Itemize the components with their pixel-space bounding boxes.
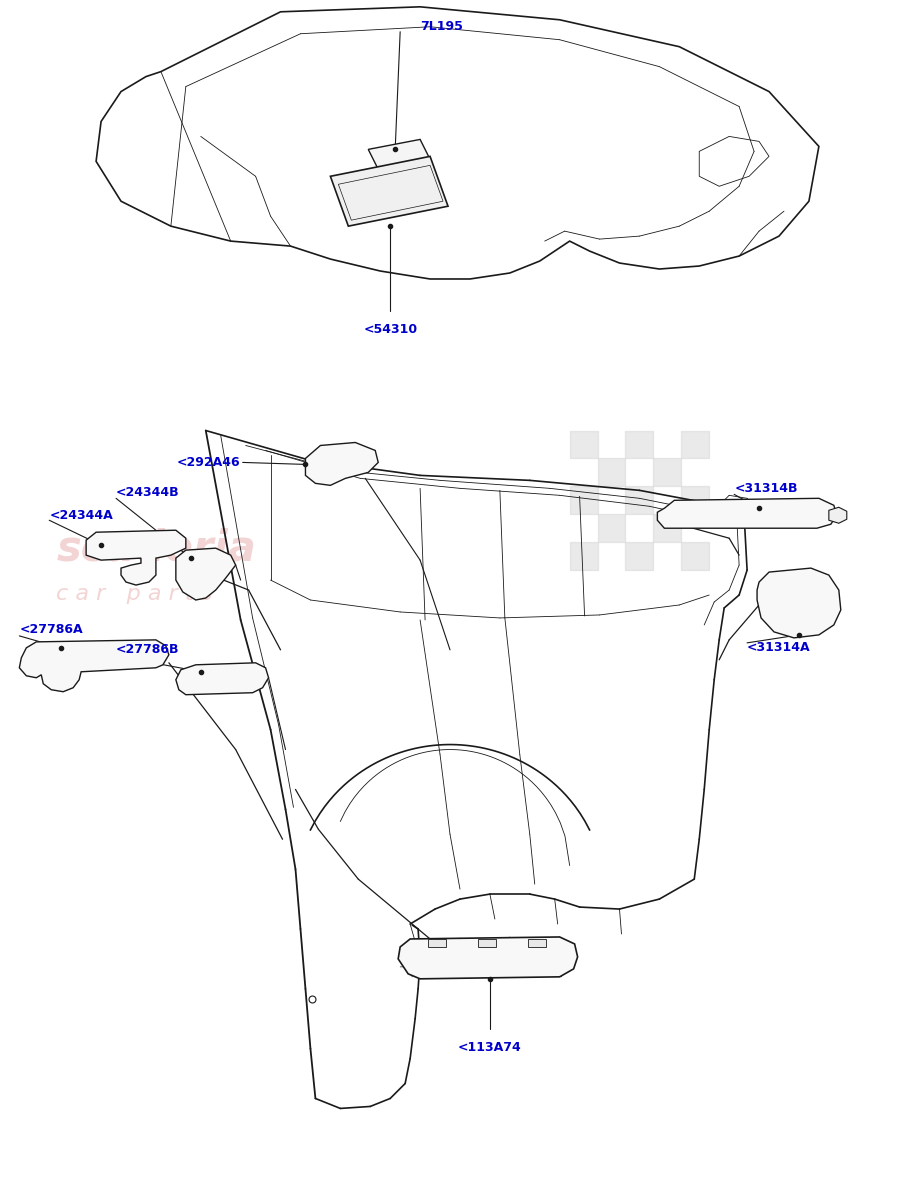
Polygon shape — [330, 156, 448, 226]
Bar — [653, 515, 681, 542]
Bar — [598, 515, 626, 542]
Text: <24344A: <24344A — [49, 509, 113, 522]
Bar — [653, 458, 681, 486]
Polygon shape — [428, 938, 446, 947]
Polygon shape — [306, 443, 378, 485]
Bar — [570, 431, 598, 458]
Polygon shape — [176, 662, 268, 695]
Polygon shape — [478, 938, 496, 947]
Polygon shape — [398, 937, 578, 979]
Polygon shape — [86, 530, 186, 586]
Bar — [681, 431, 709, 458]
Text: <24344B: <24344B — [116, 486, 180, 499]
Text: c a r   p a r t s: c a r p a r t s — [56, 584, 212, 604]
Polygon shape — [368, 139, 432, 173]
Bar — [570, 542, 598, 570]
Bar — [681, 486, 709, 515]
Polygon shape — [176, 548, 236, 600]
Bar — [626, 486, 653, 515]
Text: <31314A: <31314A — [747, 641, 811, 654]
Bar — [598, 458, 626, 486]
Text: <27786A: <27786A — [19, 624, 83, 636]
Bar — [681, 542, 709, 570]
Text: <292A46: <292A46 — [177, 456, 240, 469]
Text: <31314B: <31314B — [734, 482, 797, 494]
Polygon shape — [658, 498, 837, 528]
Bar — [570, 486, 598, 515]
Text: <27786B: <27786B — [116, 643, 180, 656]
Bar — [626, 431, 653, 458]
Text: <113A74: <113A74 — [458, 1040, 522, 1054]
Text: <54310: <54310 — [363, 323, 417, 336]
Text: 7L195: 7L195 — [420, 19, 463, 32]
Polygon shape — [757, 568, 841, 638]
Bar — [626, 542, 653, 570]
Polygon shape — [19, 640, 169, 691]
Polygon shape — [528, 938, 546, 947]
Text: scuderia: scuderia — [56, 527, 256, 569]
Polygon shape — [829, 508, 847, 523]
